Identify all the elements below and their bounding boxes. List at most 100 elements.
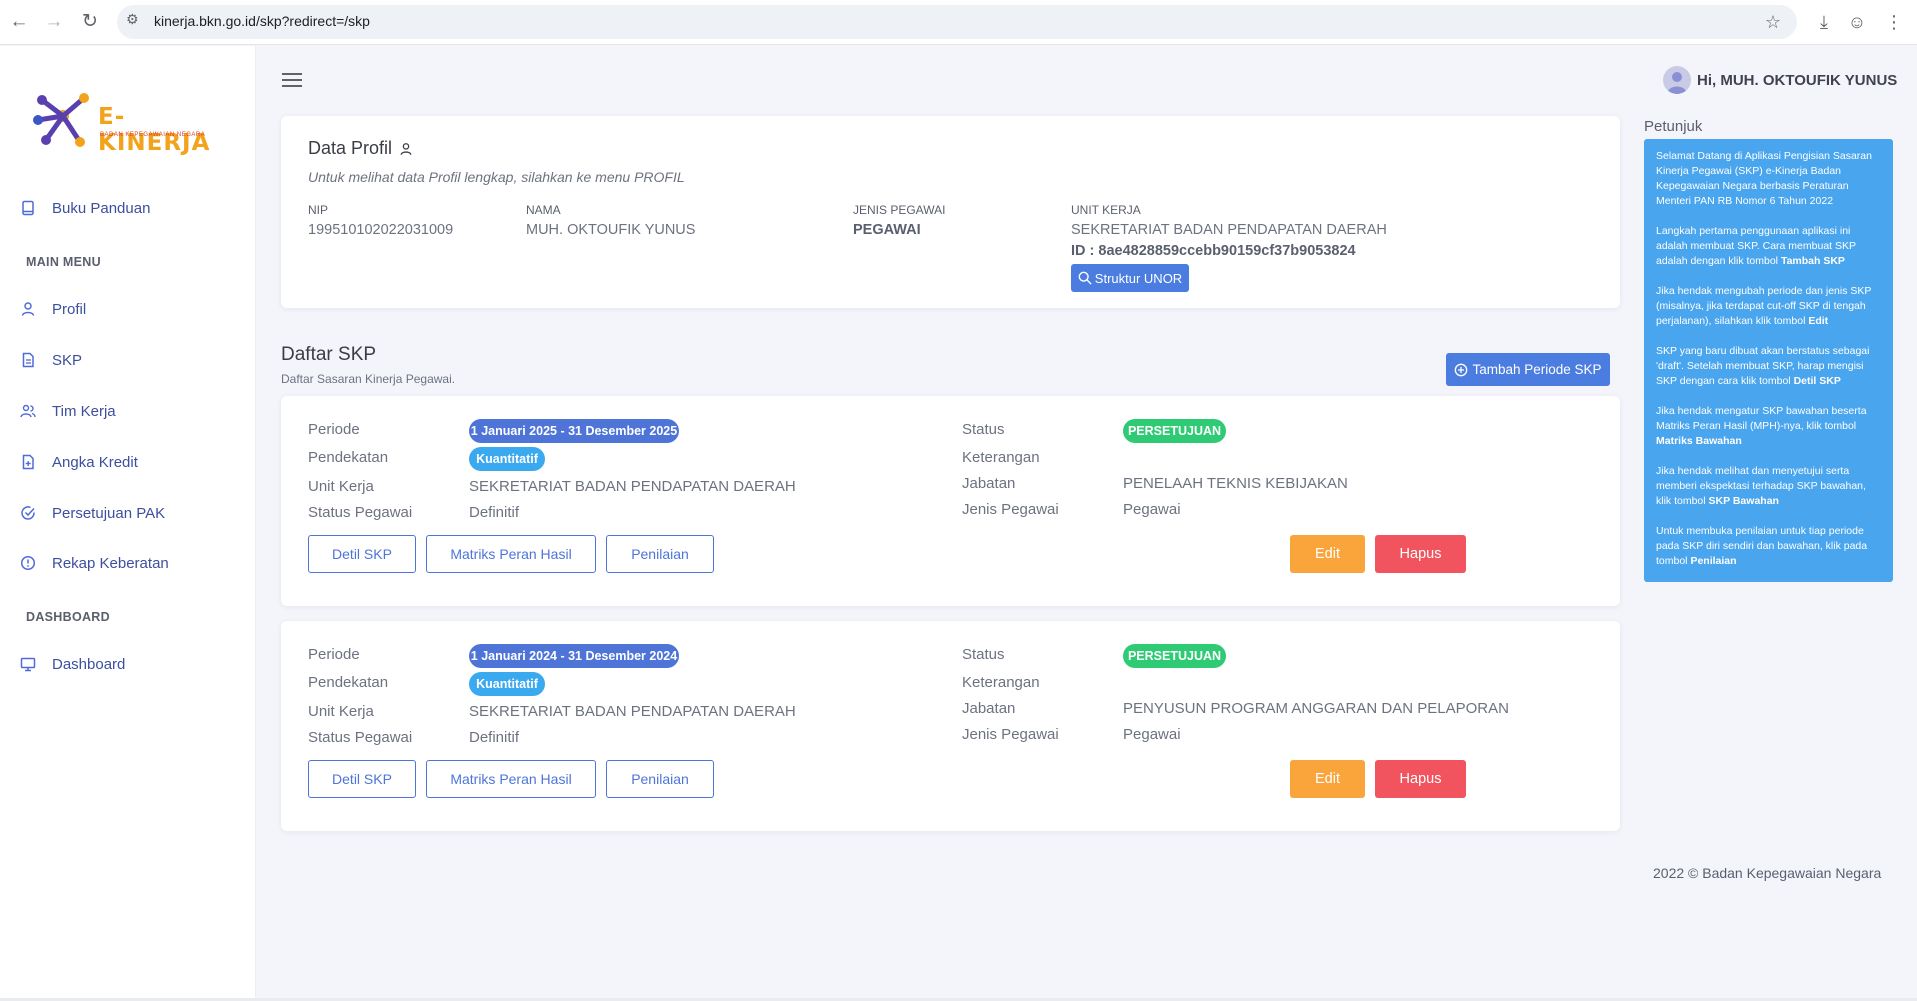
user-greeting: Hi, MUH. OKTOUFIK YUNUS [1697,71,1898,89]
jenis-pegawai-value: PEGAWAI [853,222,921,238]
unit-kerja-value: SEKRETARIAT BADAN PENDAPATAN DAERAH [469,478,796,495]
check-circle-icon [21,506,35,520]
matriks-peran-hasil-button[interactable]: Matriks Peran Hasil [426,760,596,798]
profile-title-text: Data Profil [308,138,393,158]
tambah-periode-skp-label: Tambah Periode SKP [1472,362,1602,377]
struktur-unor-button[interactable]: Struktur UNOR [1071,264,1189,292]
unit-kerja-value: SEKRETARIAT BADAN PENDAPATAN DAERAH [469,703,796,720]
periode-label: Periode [308,421,360,438]
status-pegawai-label: Status Pegawai [308,729,413,746]
site-settings-icon[interactable]: ⚙ [126,11,139,27]
dashboard-heading: DASHBOARD [26,610,110,624]
nama-value: MUH. OKTOUFIK YUNUS [526,222,696,238]
nip-label: NIP [308,203,329,217]
footer-copyright: 2022 © Badan Kepegawaian Negara [1653,865,1882,881]
user-menu[interactable]: Hi, MUH. OKTOUFIK YUNUS [1663,66,1897,94]
logo-title: E-KINERJA [98,104,211,156]
user-icon [21,302,35,316]
logo-subtitle: BADAN KEPEGAWAIAN NEGARA [100,132,206,138]
user-icon [400,142,412,155]
edit-button[interactable]: Edit [1290,760,1365,798]
status-badge: PERSETUJUAN [1123,419,1226,443]
browser-toolbar: ← → ↻ ⚙ kinerja.bkn.go.id/skp?redirect=/… [0,0,1917,45]
keterangan-label: Keterangan [962,674,1040,691]
pendekatan-badge: Kuantitatif [469,672,545,696]
petunjuk-paragraph: Jika hendak mengubah periode dan jenis S… [1656,285,1872,327]
menu-kebab-icon[interactable]: ⋮ [1885,12,1903,32]
status-label: Status [962,646,1005,663]
book-icon [22,200,34,216]
search-icon [1078,271,1092,285]
daftar-skp-title: Daftar SKP [281,344,377,365]
skp-card: Periode 1 Januari 2024 - 31 Desember 202… [281,621,1620,831]
edit-button[interactable]: Edit [1290,535,1365,573]
jabatan-value: PENELAAH TEKNIS KEBIJAKAN [1123,475,1348,492]
jabatan-label: Jabatan [962,700,1016,717]
sidebar-item-label: Tim Kerja [52,402,116,420]
sidebar-item-tim-kerja[interactable]: Tim Kerja [20,398,116,424]
sidebar-item-persetujuan-pak[interactable]: Persetujuan PAK [20,500,165,526]
sidebar-item-label: Dashboard [52,655,126,673]
unit-kerja-label: Unit Kerja [308,478,374,495]
sidebar-item-angka-kredit[interactable]: Angka Kredit [20,449,138,475]
hamburger-menu-icon[interactable] [282,73,302,89]
detil-skp-button[interactable]: Detil SKP [308,535,416,573]
petunjuk-paragraph: Jika hendak mengatur SKP bawahan beserta… [1656,405,1867,447]
file-plus-icon [22,454,34,470]
jabatan-value: PENYUSUN PROGRAM ANGGARAN DAN PELAPORAN [1123,700,1509,717]
address-bar[interactable] [117,5,1797,39]
hapus-button[interactable]: Hapus [1375,760,1466,798]
sidebar-item-label: Profil [52,300,87,318]
pendekatan-badge: Kuantitatif [469,447,545,471]
pendekatan-label: Pendekatan [308,449,389,466]
sidebar-item-dashboard[interactable]: Dashboard [20,651,125,677]
sidebar-item-buku-panduan[interactable]: Buku Panduan [20,195,150,221]
back-icon[interactable]: ← [9,11,29,32]
sidebar-item-profil[interactable]: Profil [20,296,86,322]
main-menu-heading: MAIN MENU [26,255,101,269]
keterangan-label: Keterangan [962,449,1040,466]
monitor-icon [20,657,36,672]
periode-badge: 1 Januari 2025 - 31 Desember 2025 [469,419,679,443]
bookmark-star-icon[interactable]: ☆ [1764,12,1782,32]
hapus-button[interactable]: Hapus [1375,535,1466,573]
tambah-periode-skp-button[interactable]: Tambah Periode SKP [1446,353,1610,386]
bottom-divider [0,998,1917,1001]
download-icon[interactable]: ⤓ [1820,12,1828,32]
penilaian-button[interactable]: Penilaian [606,760,714,798]
logo-mark-icon [33,93,89,147]
nama-label: NAMA [526,203,561,217]
periode-badge: 1 Januari 2024 - 31 Desember 2024 [469,644,679,668]
profile-icon[interactable]: ☺ [1847,12,1867,32]
sidebar-item-label: Rekap Keberatan [52,554,169,572]
sidebar-item-label: Persetujuan PAK [52,504,166,522]
sidebar-item-rekap-keberatan[interactable]: Rekap Keberatan [20,550,169,576]
forward-icon[interactable]: → [44,11,64,32]
alert-circle-icon [20,555,36,571]
sidebar-item-label: Angka Kredit [52,453,138,471]
reload-icon[interactable]: ↻ [82,11,98,32]
users-icon [20,404,36,418]
petunjuk-paragraph: Langkah pertama penggunaan aplikasi ini … [1656,225,1856,267]
sidebar-item-skp[interactable]: SKP [20,347,82,373]
petunjuk-paragraph: Jika hendak melihat dan menyetujui serta… [1656,465,1866,507]
unit-kerja-label: UNIT KERJA [1071,203,1141,217]
url-text[interactable]: kinerja.bkn.go.id/skp?redirect=/skp [154,13,370,29]
petunjuk-paragraph: SKP yang baru dibuat akan berstatus seba… [1656,345,1870,387]
jenis-pegawai-label: Jenis Pegawai [962,726,1059,743]
struktur-unor-label: Struktur UNOR [1094,270,1183,286]
periode-label: Periode [308,646,360,663]
detil-skp-button[interactable]: Detil SKP [308,760,416,798]
petunjuk-paragraph: Untuk membuka penilaian untuk tiap perio… [1656,525,1868,567]
pendekatan-label: Pendekatan [308,674,389,691]
status-label: Status [962,421,1005,438]
plus-circle-icon [1455,363,1468,376]
penilaian-button[interactable]: Penilaian [606,535,714,573]
profile-subtitle: Untuk melihat data Profil lengkap, silah… [308,169,685,185]
petunjuk-paragraph: Selamat Datang di Aplikasi Pengisian Sas… [1656,150,1872,207]
status-pegawai-label: Status Pegawai [308,504,413,521]
e-kinerja-logo[interactable]: E-KINERJA BADAN KEPEGAWAIAN NEGARA [30,86,230,158]
status-pegawai-value: Definitif [469,504,520,521]
daftar-skp-subtitle: Daftar Sasaran Kinerja Pegawai. [281,372,456,386]
matriks-peran-hasil-button[interactable]: Matriks Peran Hasil [426,535,596,573]
